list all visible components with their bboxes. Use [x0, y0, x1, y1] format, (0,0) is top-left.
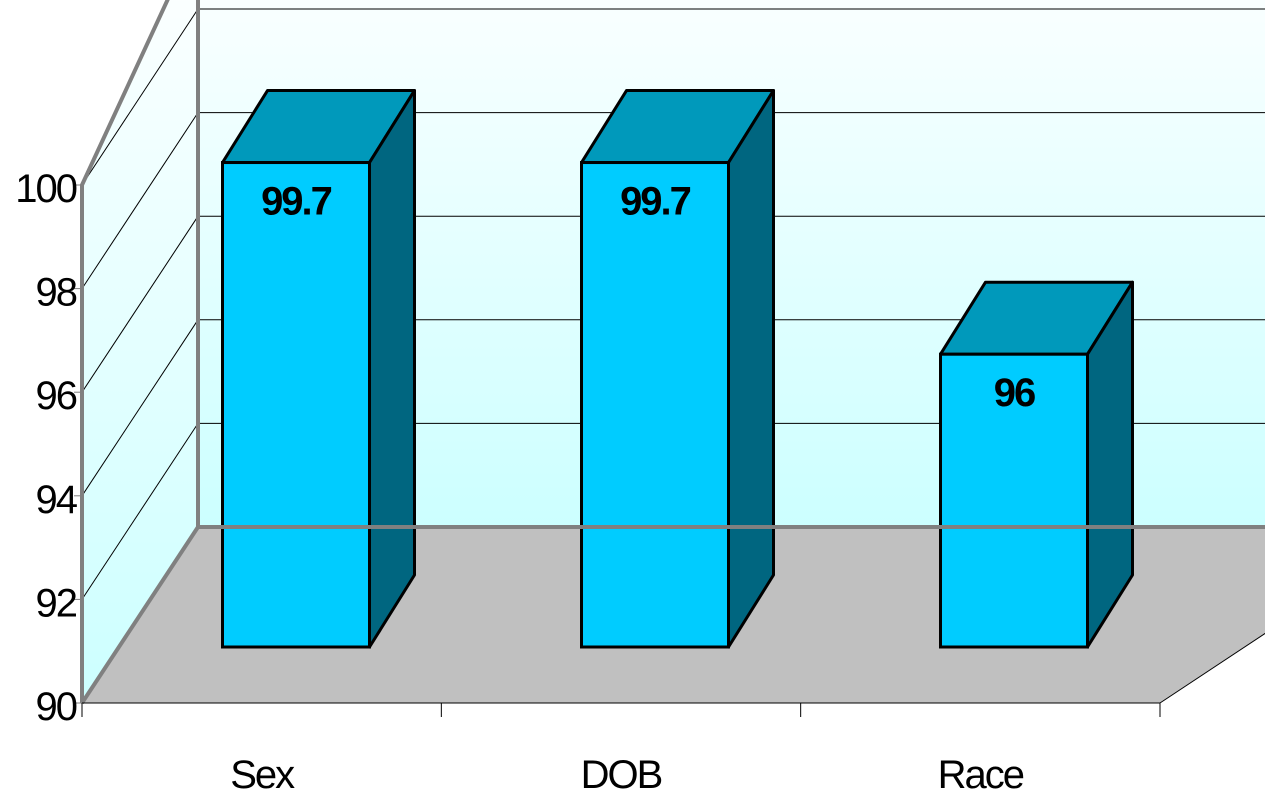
gridline-side-2: [81, 319, 199, 497]
data-label-dob: 99.7: [620, 180, 691, 224]
gridline-side-4: [81, 112, 199, 289]
y-tick-label-2: 94: [36, 478, 78, 522]
bar-sex: [221, 161, 371, 649]
x-tick-label-dob: DOB: [581, 753, 662, 796]
bar-dob: [580, 161, 730, 649]
y-tick-label-3: 96: [36, 374, 77, 418]
side-wall: [82, 0, 198, 703]
wall-edge-top: [80, 0, 170, 703]
y-tick-label-4: 98: [36, 271, 77, 315]
gridline-side-5: [81, 8, 199, 186]
y-tick-label-0: 90: [36, 685, 77, 729]
bar-side-sex: [368, 89, 416, 649]
data-label-race: 96: [994, 371, 1035, 415]
data-label-sex: 99.7: [261, 180, 332, 224]
x-tick-label-sex: Sex: [230, 753, 295, 796]
floor-edge-left: [80, 525, 200, 705]
y-tick-label-1: 92: [36, 581, 77, 625]
gridline-side-3: [81, 215, 199, 393]
bar-side-dob: [727, 89, 775, 649]
y-tick-label-5: 100: [15, 167, 76, 211]
x-tick-label-race: Race: [938, 753, 1024, 796]
floor-edge-right: [1159, 632, 1265, 704]
bar-race: [939, 352, 1089, 649]
gridline-side-1: [81, 423, 199, 600]
